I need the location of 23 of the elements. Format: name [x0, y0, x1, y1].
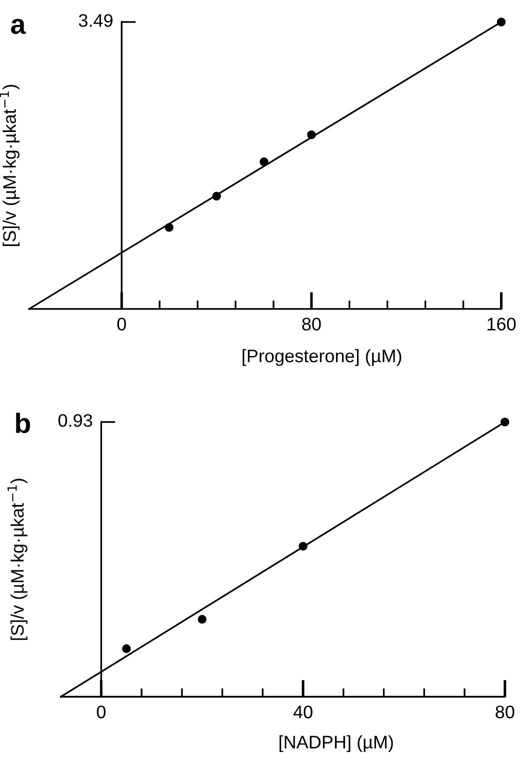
x-tick-label: 160: [488, 318, 516, 331]
point: [500, 418, 510, 426]
chart-title: b: [16, 412, 30, 434]
point: [198, 614, 207, 624]
y-axis-title: [S]/v (µM·kg·µkat$^{−1}$): [0, 84, 20, 246]
x-tick-label: 0: [117, 318, 126, 331]
point: [122, 644, 131, 654]
point: [164, 223, 174, 232]
point: [496, 18, 506, 26]
point: [298, 542, 308, 551]
annotation: 0.93: [58, 414, 92, 427]
point: [212, 192, 221, 201]
x-tick-label: 80: [302, 318, 321, 331]
x-axis-title: [Progesterone] (µM): [242, 349, 402, 366]
x-tick-label: 80: [496, 706, 514, 718]
chart-title: a: [11, 18, 26, 34]
x-axis-title: [NADPH] (µM): [280, 735, 393, 752]
point: [260, 157, 268, 166]
annotation: 3.49: [78, 14, 112, 27]
x-tick-label: 0: [96, 706, 106, 718]
y-axis-title: [S]/v (µM·kg·µkat$^{−1}$): [7, 478, 28, 640]
x-tick-label: 40: [293, 706, 312, 718]
point: [307, 130, 316, 140]
